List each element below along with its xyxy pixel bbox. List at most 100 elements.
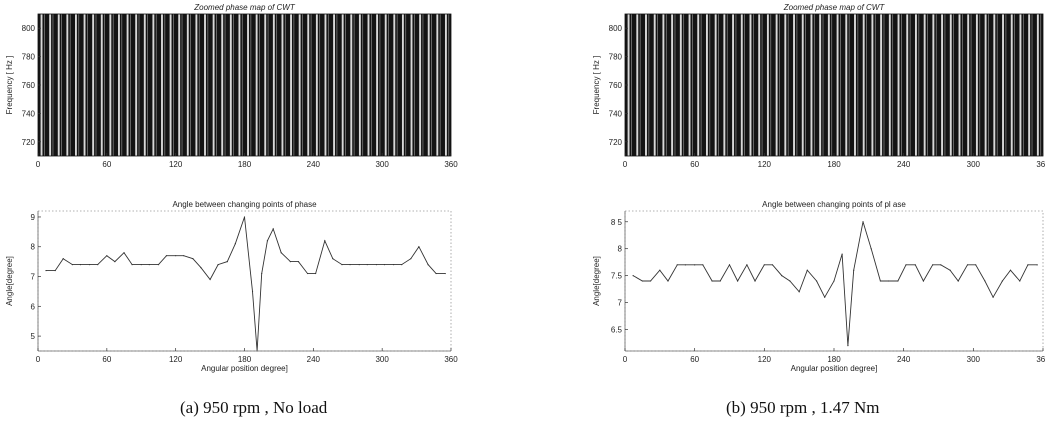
data-point [209, 278, 211, 281]
data-point [427, 264, 429, 266]
x-axis-label: Angular position degree] [791, 364, 878, 373]
phase-stripe [923, 14, 926, 156]
x-tick-label: 240 [897, 355, 911, 364]
x-tick-label: 240 [307, 160, 321, 169]
phase-stripe [367, 14, 370, 156]
phase-stripe-edge [761, 14, 763, 156]
phase-stripe [914, 14, 917, 156]
phase-stripe-edge [892, 14, 894, 156]
data-point [763, 264, 765, 266]
phase-stripe [993, 14, 996, 156]
phase-stripe-edge [138, 14, 140, 156]
phase-stripe [671, 14, 674, 156]
x-tick-label: 0 [36, 160, 41, 169]
phase-stripe-edge [709, 14, 711, 156]
phase-stripe-edge [988, 14, 989, 156]
phase-stripe [74, 14, 77, 156]
phase-stripe [732, 14, 735, 156]
data-point [887, 280, 890, 282]
phase-stripe-edge [753, 14, 754, 156]
phase-stripe [662, 14, 665, 156]
data-point [841, 253, 843, 255]
phase-stripe-edge [302, 14, 303, 156]
phase-stripe-edge [353, 14, 355, 156]
data-point [226, 261, 228, 263]
phase-stripe-edge [422, 14, 424, 156]
x-tick-label: 360 [1036, 160, 1045, 169]
data-point [71, 264, 74, 266]
phase-stripe [401, 14, 404, 156]
y-tick-label: 8 [618, 245, 623, 254]
x-tick-label: 60 [102, 160, 111, 169]
phase-stripe-edge [336, 14, 338, 156]
phase-stripe-edge [405, 14, 407, 156]
data-point [1009, 269, 1012, 271]
phase-stripe-edge [224, 14, 226, 156]
y-tick-label: 800 [609, 24, 623, 33]
phase-stripe-edge [665, 14, 667, 156]
data-point [114, 261, 116, 263]
phase-stripe-edge [198, 14, 200, 156]
phase-stripe-edge [104, 14, 105, 156]
y-tick-label: 720 [609, 138, 623, 147]
phase-stripe-edge [770, 14, 772, 156]
data-point [280, 252, 282, 254]
phase-stripe-edge [831, 14, 833, 156]
data-point [940, 264, 942, 266]
x-axis-label: Angular position degree] [201, 364, 288, 373]
phase-stripe-edge [901, 14, 902, 156]
x-tick-label: 60 [690, 160, 699, 169]
data-point [261, 272, 263, 275]
phase-stripe-edge [164, 14, 166, 156]
phase-stripe [126, 14, 129, 156]
phase-stripe-edge [276, 14, 278, 156]
phase-stripe-edge [241, 14, 243, 156]
phase-stripe [880, 14, 883, 156]
x-tick-label: 300 [375, 355, 389, 364]
phase-stripe-edge [44, 14, 45, 156]
data-point [1027, 264, 1029, 266]
data-point [806, 269, 808, 271]
data-point [341, 264, 343, 266]
phase-stripe-edge [1014, 14, 1015, 156]
phase-stripe-edge [362, 14, 364, 156]
data-point [922, 280, 925, 282]
phase-stripe [1028, 14, 1031, 156]
data-point [131, 264, 133, 266]
x-tick-label: 240 [897, 160, 911, 169]
phase-stripe [272, 14, 275, 156]
phase-stripe [714, 14, 717, 156]
y-tick-label: 780 [609, 53, 623, 62]
y-tick-label: 8 5 [611, 218, 623, 227]
phase-stripe [143, 14, 146, 156]
x-tick-label: 300 [967, 355, 981, 364]
phase-stripe [1010, 14, 1013, 156]
data-point [401, 264, 403, 266]
phase-stripe [83, 14, 86, 156]
phase-stripe-edge [1022, 14, 1024, 156]
data-point [789, 280, 791, 282]
data-point [375, 264, 378, 266]
phase-stripe [307, 14, 310, 156]
data-point [897, 280, 899, 282]
phase-stripe [186, 14, 189, 156]
phase-stripe [897, 14, 900, 156]
phase-stripe [169, 14, 172, 156]
phase-stripe-edge [130, 14, 131, 156]
phase-stripe-edge [848, 14, 850, 156]
x-tick-label: 180 [827, 160, 841, 169]
phase-stripe [135, 14, 138, 156]
data-point [140, 264, 142, 266]
phase-stripe-edge [953, 14, 955, 156]
phase-stripe [298, 14, 301, 156]
data-point [289, 261, 291, 263]
y-tick-label: 7 [618, 299, 623, 308]
data-point [192, 258, 194, 260]
phase-stripe [627, 14, 630, 156]
phase-stripe [1019, 14, 1022, 156]
phase-stripe [984, 14, 987, 156]
y-tick-label: 760 [609, 81, 623, 90]
data-point [833, 280, 835, 282]
phase-stripe-edge [857, 14, 859, 156]
phase-stripe [819, 14, 822, 156]
